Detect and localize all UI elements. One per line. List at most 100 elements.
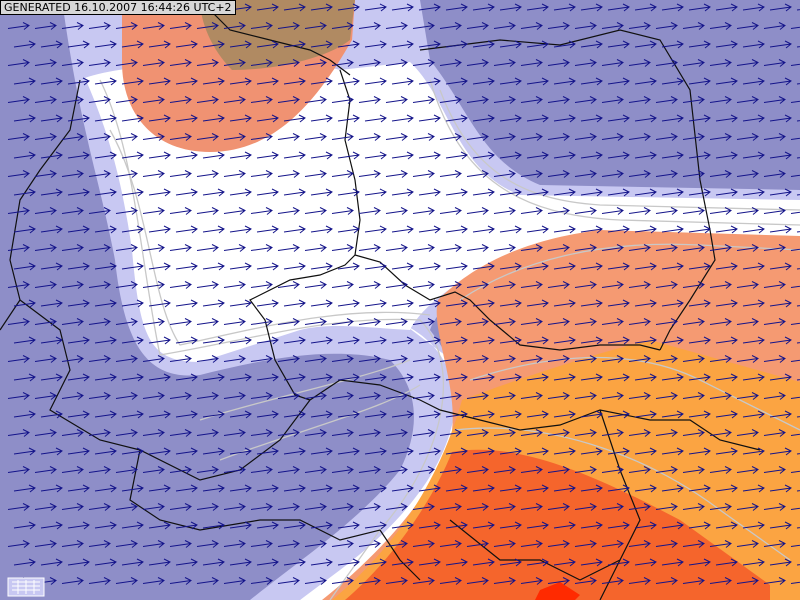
- wind-arrow: [445, 484, 468, 493]
- wind-arrow: [148, 410, 171, 419]
- wind-arrow: [580, 188, 603, 197]
- wind-arrow: [13, 114, 36, 123]
- wind-arrow: [493, 133, 516, 141]
- wind-arrow: [88, 22, 111, 30]
- wind-arrow: [13, 151, 36, 160]
- wind-arrow: [175, 558, 198, 567]
- wind-arrow: [277, 503, 300, 511]
- wind-arrow: [358, 540, 381, 548]
- wind-arrow: [628, 133, 651, 141]
- wind-arrow: [655, 503, 678, 511]
- wind-arrow: [412, 22, 435, 30]
- wind-arrow: [736, 540, 759, 548]
- wind-arrow: [763, 429, 786, 437]
- wind-arrow: [580, 484, 603, 493]
- wind-arrow: [472, 447, 495, 456]
- wind-arrow: [580, 410, 603, 419]
- wind-arrow: [688, 558, 711, 567]
- wind-arrow: [574, 96, 597, 104]
- wind-arrow: [250, 392, 273, 400]
- wind-arrow: [709, 22, 732, 30]
- wind-arrow: [310, 484, 333, 493]
- wind-arrow: [121, 558, 144, 567]
- wind-arrow: [553, 336, 576, 345]
- wind-arrow: [115, 281, 138, 289]
- wind-arrow: [742, 114, 765, 123]
- wind-arrow: [304, 540, 327, 548]
- wind-arrow: [13, 77, 36, 86]
- wind-arrow: [574, 59, 597, 67]
- wind-arrow: [229, 373, 252, 382]
- wind-arrow: [310, 410, 333, 419]
- wind-arrow: [439, 22, 462, 30]
- wind-arrow: [499, 447, 522, 456]
- wind-arrow: [283, 484, 306, 493]
- wind-arrow: [94, 373, 117, 382]
- wind-arrow: [769, 40, 792, 49]
- wind-arrow: [580, 114, 603, 123]
- wind-arrow: [331, 503, 354, 511]
- wind-arrow: [634, 151, 657, 160]
- wind-arrow: [196, 392, 219, 400]
- wind-arrow: [574, 170, 597, 178]
- wind-arrow: [445, 188, 468, 197]
- wind-arrow: [13, 521, 36, 530]
- wind-arrow: [520, 96, 543, 104]
- wind-arrow: [661, 3, 684, 12]
- wind-arrow: [196, 503, 219, 511]
- wind-arrow: [574, 540, 597, 548]
- wind-arrow: [94, 299, 117, 308]
- wind-arrow: [283, 3, 306, 12]
- wind-arrow: [439, 392, 462, 400]
- wind-arrow: [202, 114, 225, 123]
- wind-arrow: [142, 355, 165, 363]
- wind-arrow: [310, 336, 333, 345]
- wind-arrow: [628, 577, 651, 585]
- wind-arrow: [553, 299, 576, 308]
- wind-arrow: [61, 170, 84, 178]
- wind-arrow: [547, 207, 570, 215]
- contour-line: [109, 129, 431, 346]
- wind-arrow: [466, 466, 489, 474]
- wind-arrow: [736, 22, 759, 30]
- wind-arrow: [790, 137, 800, 140]
- wind-arrow: [499, 373, 522, 382]
- wind-arrow: [148, 188, 171, 197]
- wind-arrow: [310, 558, 333, 567]
- wind-arrow: [169, 96, 192, 104]
- wind-arrow: [223, 540, 246, 548]
- wind-arrow: [229, 410, 252, 419]
- wind-arrow: [61, 466, 84, 474]
- wind-arrow: [439, 540, 462, 548]
- wind-arrow: [34, 207, 57, 215]
- wind-arrow: [682, 96, 705, 104]
- wind-arrow: [655, 244, 678, 252]
- wind-arrow: [790, 100, 800, 103]
- wind-arrow: [607, 558, 630, 567]
- wind-arrow: [169, 318, 192, 326]
- wind-arrow: [607, 410, 630, 419]
- wind-arrow: [418, 188, 441, 197]
- wind-arrow: [229, 447, 252, 456]
- wind-arrow: [310, 262, 333, 271]
- wind-arrow: [682, 207, 705, 215]
- wind-arrow: [439, 96, 462, 104]
- wind-arrow: [769, 77, 792, 86]
- wind-arrow: [94, 336, 117, 345]
- wind-arrow: [553, 521, 576, 530]
- wind-arrow: [736, 244, 759, 252]
- wind-arrow: [358, 577, 381, 585]
- wind-arrow: [40, 447, 63, 456]
- wind-arrow: [553, 77, 576, 86]
- wind-arrow: [385, 133, 408, 141]
- wind-arrow: [142, 466, 165, 474]
- wind-arrow: [223, 22, 246, 30]
- wind-arrow: [391, 151, 414, 160]
- wind-arrow: [634, 262, 657, 271]
- wind-arrow: [148, 151, 171, 160]
- wind-arrow: [223, 318, 246, 326]
- wind-arrow: [412, 466, 435, 474]
- wind-arrow: [196, 355, 219, 363]
- wind-arrow: [304, 503, 327, 511]
- wind-arrow: [88, 318, 111, 326]
